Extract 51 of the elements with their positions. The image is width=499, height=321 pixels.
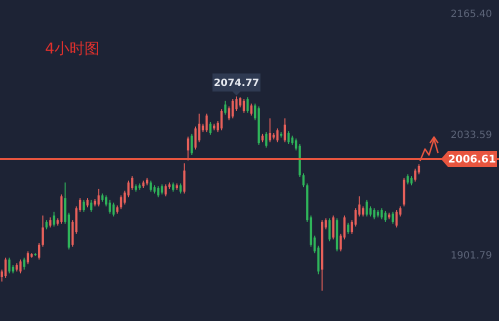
candlestick — [98, 188, 100, 207]
candlestick — [276, 128, 279, 143]
candlestick — [373, 208, 376, 220]
text: 4小时图 — [45, 39, 100, 58]
candlestick — [362, 206, 364, 217]
candlestick — [250, 103, 252, 116]
ref-line-label: 2006.61 — [448, 154, 496, 166]
candlestick — [268, 118, 272, 143]
candlestick — [284, 118, 286, 143]
candlestick — [172, 182, 174, 192]
candlestick — [265, 132, 268, 148]
candlestick — [302, 172, 305, 188]
candlestick — [108, 199, 111, 214]
candlestick — [90, 199, 92, 212]
candlestick — [347, 222, 350, 234]
candlestick — [206, 113, 208, 133]
y-tick-label: 2165.40 — [450, 8, 492, 20]
candlestick — [49, 216, 52, 228]
candlestick — [160, 184, 164, 195]
candlestick — [150, 180, 152, 192]
candlestick — [220, 108, 223, 131]
candlestick — [239, 96, 242, 108]
candlestick — [190, 133, 193, 156]
annotation: 2074.77 — [214, 78, 260, 90]
candlestick — [183, 162, 186, 194]
candlestick — [328, 218, 331, 242]
candlestick — [8, 257, 10, 274]
candlestick — [232, 98, 234, 119]
candlestick — [414, 168, 416, 182]
candlestick — [380, 208, 383, 220]
candlestick — [120, 194, 122, 210]
candlestick — [82, 199, 85, 212]
candlestick — [392, 211, 394, 224]
candlestick — [369, 206, 372, 217]
candlestick — [42, 215, 44, 248]
candlestick — [26, 250, 30, 265]
candlestick — [164, 184, 167, 197]
candlestick — [410, 176, 413, 186]
candlestick — [86, 198, 89, 208]
candlestick — [224, 100, 226, 116]
candlestick — [291, 135, 294, 146]
candlestick — [406, 174, 409, 185]
candlestick — [332, 215, 334, 240]
candlestick — [45, 220, 48, 230]
candlestick — [366, 199, 368, 217]
candlestick — [186, 136, 190, 161]
candlestick — [246, 96, 249, 114]
y-tick-label: 1901.79 — [450, 250, 492, 262]
candlestick — [23, 257, 26, 270]
candlestick — [157, 186, 160, 198]
y-tick-label: 2033.59 — [450, 130, 492, 141]
